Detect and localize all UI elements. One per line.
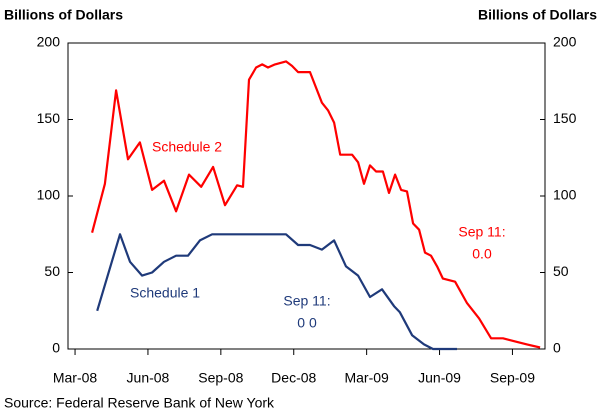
- annotation: Sep 11:: [458, 224, 505, 240]
- y-tick-label: 0: [52, 340, 60, 356]
- x-tick-label: Jun-08: [127, 370, 170, 386]
- x-tick-label: Sep-09: [490, 370, 535, 386]
- annotation: Sep 11:: [283, 293, 330, 309]
- series-label: Schedule 2: [152, 139, 222, 155]
- y-tick-label: 100: [37, 187, 61, 203]
- y2-tick-label: 150: [553, 110, 577, 126]
- y-tick-label: 50: [44, 263, 60, 279]
- x-tick-label: Dec-08: [271, 370, 316, 386]
- series-label: Schedule 1: [130, 285, 200, 301]
- series-line: [91, 60, 541, 349]
- x-tick-label: Jun-09: [418, 370, 461, 386]
- x-tick-label: Mar-08: [53, 370, 98, 386]
- y2-tick-label: 0: [553, 340, 561, 356]
- y2-axis-label: Billions of Dollars: [478, 7, 597, 23]
- x-tick-label: Sep-08: [198, 370, 243, 386]
- y2-tick-label: 100: [553, 187, 577, 203]
- series-line: [96, 233, 457, 351]
- source: Source: Federal Reserve Bank of New York: [4, 395, 275, 411]
- y-axis-label: Billions of Dollars: [4, 7, 123, 23]
- y-tick-label: 150: [37, 110, 61, 126]
- annotation: 0.0: [472, 246, 492, 262]
- y2-tick-label: 200: [553, 34, 577, 50]
- x-tick-label: Mar-09: [344, 370, 389, 386]
- annotation: 0 0: [297, 315, 317, 331]
- y-tick-label: 200: [37, 34, 61, 50]
- y2-tick-label: 50: [553, 263, 569, 279]
